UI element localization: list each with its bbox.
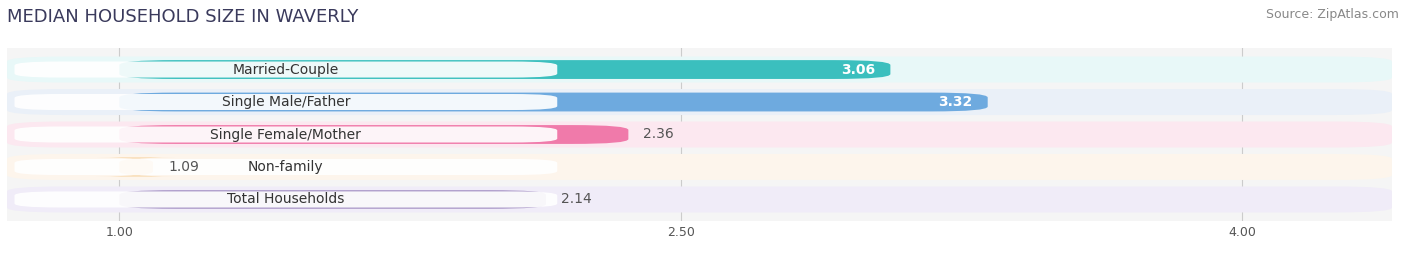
FancyBboxPatch shape — [7, 154, 1392, 180]
FancyBboxPatch shape — [120, 125, 628, 144]
Text: 1.09: 1.09 — [167, 160, 198, 174]
Text: Single Male/Father: Single Male/Father — [222, 95, 350, 109]
FancyBboxPatch shape — [14, 62, 557, 77]
Text: MEDIAN HOUSEHOLD SIZE IN WAVERLY: MEDIAN HOUSEHOLD SIZE IN WAVERLY — [7, 8, 359, 26]
FancyBboxPatch shape — [14, 94, 557, 110]
FancyBboxPatch shape — [7, 89, 1392, 115]
FancyBboxPatch shape — [7, 186, 1392, 213]
Text: 3.06: 3.06 — [841, 62, 876, 77]
Text: 2.36: 2.36 — [644, 128, 673, 141]
FancyBboxPatch shape — [97, 158, 176, 176]
Text: 2.14: 2.14 — [561, 192, 592, 207]
Text: Source: ZipAtlas.com: Source: ZipAtlas.com — [1265, 8, 1399, 21]
Text: Non-family: Non-family — [247, 160, 323, 174]
FancyBboxPatch shape — [120, 60, 890, 79]
FancyBboxPatch shape — [14, 192, 557, 207]
Text: Married-Couple: Married-Couple — [233, 62, 339, 77]
FancyBboxPatch shape — [7, 56, 1392, 83]
FancyBboxPatch shape — [120, 93, 987, 111]
FancyBboxPatch shape — [7, 122, 1392, 147]
FancyBboxPatch shape — [14, 159, 557, 175]
Text: Single Female/Mother: Single Female/Mother — [211, 128, 361, 141]
Text: Total Households: Total Households — [228, 192, 344, 207]
FancyBboxPatch shape — [120, 190, 546, 209]
FancyBboxPatch shape — [14, 126, 557, 143]
Text: 3.32: 3.32 — [938, 95, 973, 109]
